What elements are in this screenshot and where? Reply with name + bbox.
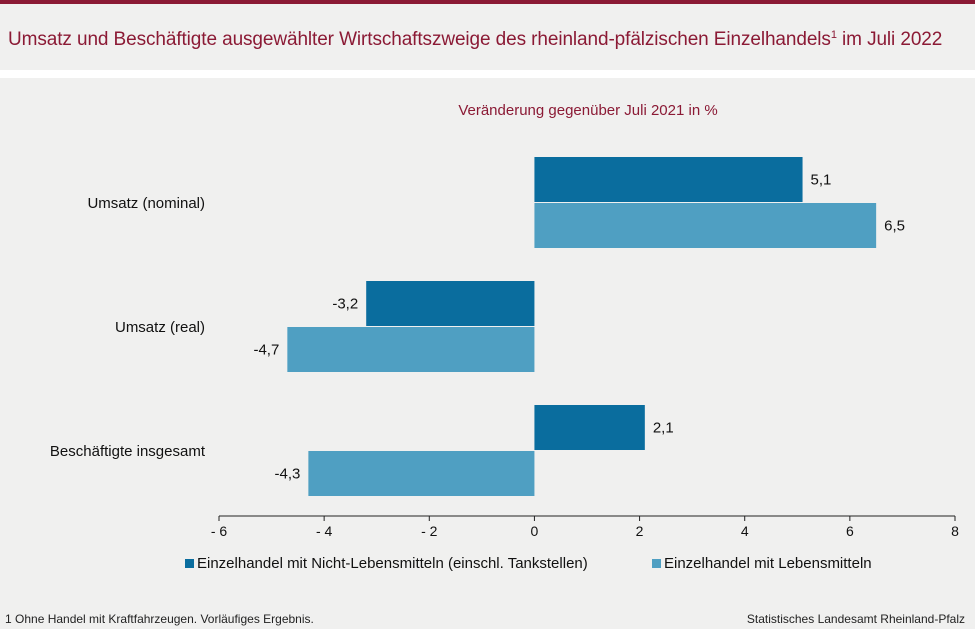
header-divider xyxy=(0,70,975,78)
data-label: 2,1 xyxy=(653,420,674,437)
data-label: 6,5 xyxy=(884,218,905,235)
header: Umsatz und Beschäftigte ausgewählter Wir… xyxy=(0,4,975,70)
x-tick-label: - 6 xyxy=(211,523,228,539)
bar-food xyxy=(287,327,535,372)
x-tick-label: 4 xyxy=(741,523,749,539)
data-label: -3,2 xyxy=(332,296,358,313)
data-label: -4,7 xyxy=(253,342,279,359)
chart-subtitle: Veränderung gegenüber Juli 2021 in % xyxy=(458,102,717,119)
data-label: -4,3 xyxy=(275,466,301,483)
chart-title: Umsatz und Beschäftigte ausgewählter Wir… xyxy=(8,29,942,51)
top-accent-rule xyxy=(0,0,975,4)
x-tick-label: 0 xyxy=(531,523,539,539)
chart-title-text: Umsatz und Beschäftigte ausgewählter Wir… xyxy=(8,29,831,50)
data-label: 5,1 xyxy=(811,172,832,189)
bar-food xyxy=(308,451,535,496)
x-tick-label: - 4 xyxy=(316,523,333,539)
legend-label: Einzelhandel mit Lebensmitteln xyxy=(664,555,872,572)
x-tick-label: - 2 xyxy=(421,523,438,539)
bar-non-food xyxy=(534,405,645,450)
source-credit: Statistisches Landesamt Rheinland-Pfalz xyxy=(746,612,965,626)
x-tick-label: 8 xyxy=(951,523,959,539)
legend-swatch xyxy=(185,559,194,568)
footnote: 1 Ohne Handel mit Kraftfahrzeugen. Vorlä… xyxy=(5,612,314,626)
x-tick-label: 6 xyxy=(846,523,854,539)
category-label: Beschäftigte insgesamt xyxy=(50,443,206,460)
category-label: Umsatz (nominal) xyxy=(87,195,205,212)
category-label: Umsatz (real) xyxy=(115,319,205,336)
x-tick-label: 2 xyxy=(636,523,644,539)
bar-non-food xyxy=(534,157,803,202)
bar-food xyxy=(534,203,877,248)
bar-chart: Veränderung gegenüber Juli 2021 in % Umsa… xyxy=(50,102,959,572)
title-footnote-mark: 1 xyxy=(830,29,837,41)
chart-title-suffix: im Juli 2022 xyxy=(836,29,943,50)
legend-label: Einzelhandel mit Nicht-Lebensmitteln (ei… xyxy=(197,555,588,572)
bar-non-food xyxy=(366,281,535,326)
legend-swatch xyxy=(652,559,661,568)
